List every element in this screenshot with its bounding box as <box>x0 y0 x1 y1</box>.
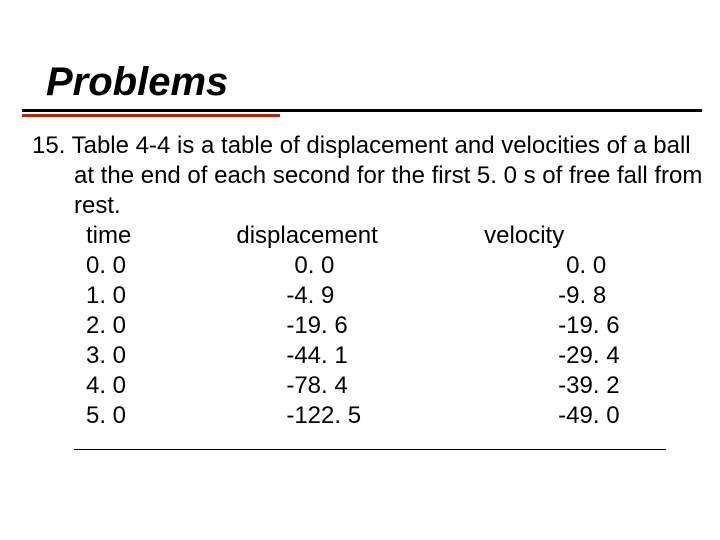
cell-velocity: 0. 0 <box>484 251 706 281</box>
slide-body: 15. Table 4-4 is a table of displacement… <box>8 131 712 450</box>
table-header-row: time displacement velocity <box>86 221 706 251</box>
data-table-wrap: time displacement velocity 0. 0 0. 0 0. … <box>86 221 706 431</box>
cell-time: 4. 0 <box>86 371 236 401</box>
slide-title: Problems <box>46 60 712 105</box>
cell-velocity: -29. 4 <box>484 341 706 371</box>
cell-velocity: -19. 6 <box>484 311 706 341</box>
cell-time: 1. 0 <box>86 281 236 311</box>
col-header-displacement: displacement <box>236 221 484 251</box>
rule-black <box>22 109 702 112</box>
table-row: 0. 0 0. 0 0. 0 <box>86 251 706 281</box>
cell-displacement: -4. 9 <box>236 281 484 311</box>
problem-statement: Table 4-4 is a table of displacement and… <box>72 132 703 219</box>
cell-velocity: -39. 2 <box>484 371 706 401</box>
cell-displacement: -19. 6 <box>236 311 484 341</box>
table-row: 3. 0 -44. 1 -29. 4 <box>86 341 706 371</box>
title-rules <box>22 109 702 117</box>
bottom-rule <box>74 449 666 450</box>
rule-red <box>22 114 280 117</box>
cell-velocity: -9. 8 <box>484 281 706 311</box>
data-table: time displacement velocity 0. 0 0. 0 0. … <box>86 221 706 431</box>
table-row: 5. 0 -122. 5 -49. 0 <box>86 401 706 431</box>
cell-displacement: 0. 0 <box>236 251 484 281</box>
problem-number: 15. <box>32 132 65 159</box>
col-header-time: time <box>86 221 236 251</box>
cell-displacement: -44. 1 <box>236 341 484 371</box>
table-row: 1. 0 -4. 9 -9. 8 <box>86 281 706 311</box>
problem-text: 15. Table 4-4 is a table of displacement… <box>18 131 706 221</box>
cell-displacement: -122. 5 <box>236 401 484 431</box>
cell-time: 3. 0 <box>86 341 236 371</box>
table-row: 4. 0 -78. 4 -39. 2 <box>86 371 706 401</box>
cell-time: 2. 0 <box>86 311 236 341</box>
cell-time: 0. 0 <box>86 251 236 281</box>
cell-velocity: -49. 0 <box>484 401 706 431</box>
cell-time: 5. 0 <box>86 401 236 431</box>
col-header-velocity: velocity <box>484 221 706 251</box>
table-row: 2. 0 -19. 6 -19. 6 <box>86 311 706 341</box>
cell-displacement: -78. 4 <box>236 371 484 401</box>
slide: Problems 15. Table 4-4 is a table of dis… <box>0 0 720 540</box>
